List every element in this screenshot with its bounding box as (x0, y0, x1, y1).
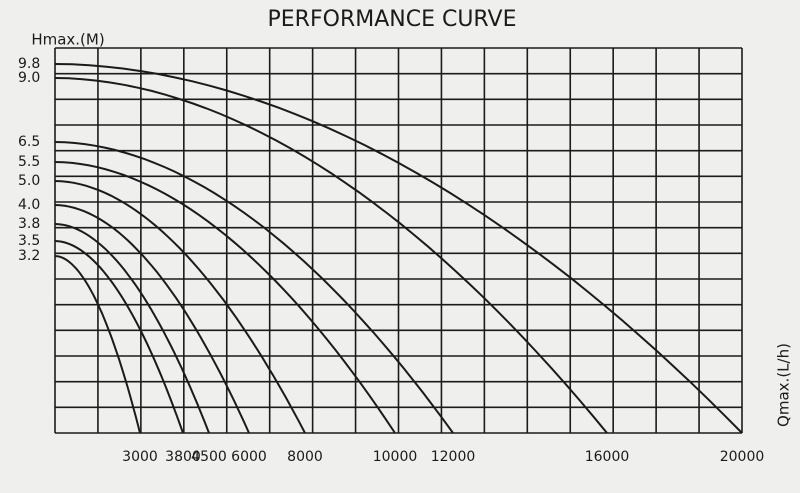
x-tick-label: 3800 (165, 449, 201, 465)
x-tick-label: 20000 (720, 449, 765, 465)
pump-curve (54, 204, 250, 434)
y-tick-label: 4.0 (18, 197, 40, 213)
y-tick-label: 3.5 (18, 233, 40, 249)
y-tick-label: 3.2 (18, 248, 40, 264)
pump-curve (54, 63, 743, 434)
x-tick-label: 8000 (287, 449, 323, 465)
x-tick-label: 3000 (122, 449, 158, 465)
pump-curve (54, 180, 306, 434)
chart-title: PERFORMANCE CURVE (268, 7, 517, 32)
x-tick-label: 4500 (191, 449, 227, 465)
x-tick-label: 16000 (585, 449, 630, 465)
y-tick-label: 5.5 (18, 154, 40, 170)
pump-curve (54, 223, 210, 434)
y-tick-label: 3.8 (18, 216, 40, 232)
pump-curve (54, 240, 184, 434)
pump-curve (54, 141, 454, 434)
x-tick-label: 10000 (373, 449, 418, 465)
pump-curve (54, 77, 608, 434)
y-tick-label: 5.0 (18, 173, 40, 189)
x-tick-label: 12000 (431, 449, 476, 465)
x-tick-label: 6000 (231, 449, 267, 465)
x-axis-label: Qmax.(L/h) (775, 343, 793, 427)
pump-curve (54, 161, 396, 434)
y-tick-label: 6.5 (18, 134, 40, 150)
y-tick-label: 9.8 (18, 56, 40, 72)
pump-curve (54, 255, 141, 434)
y-tick-label: 9.0 (18, 70, 40, 86)
y-axis-label: Hmax.(M) (31, 31, 104, 49)
